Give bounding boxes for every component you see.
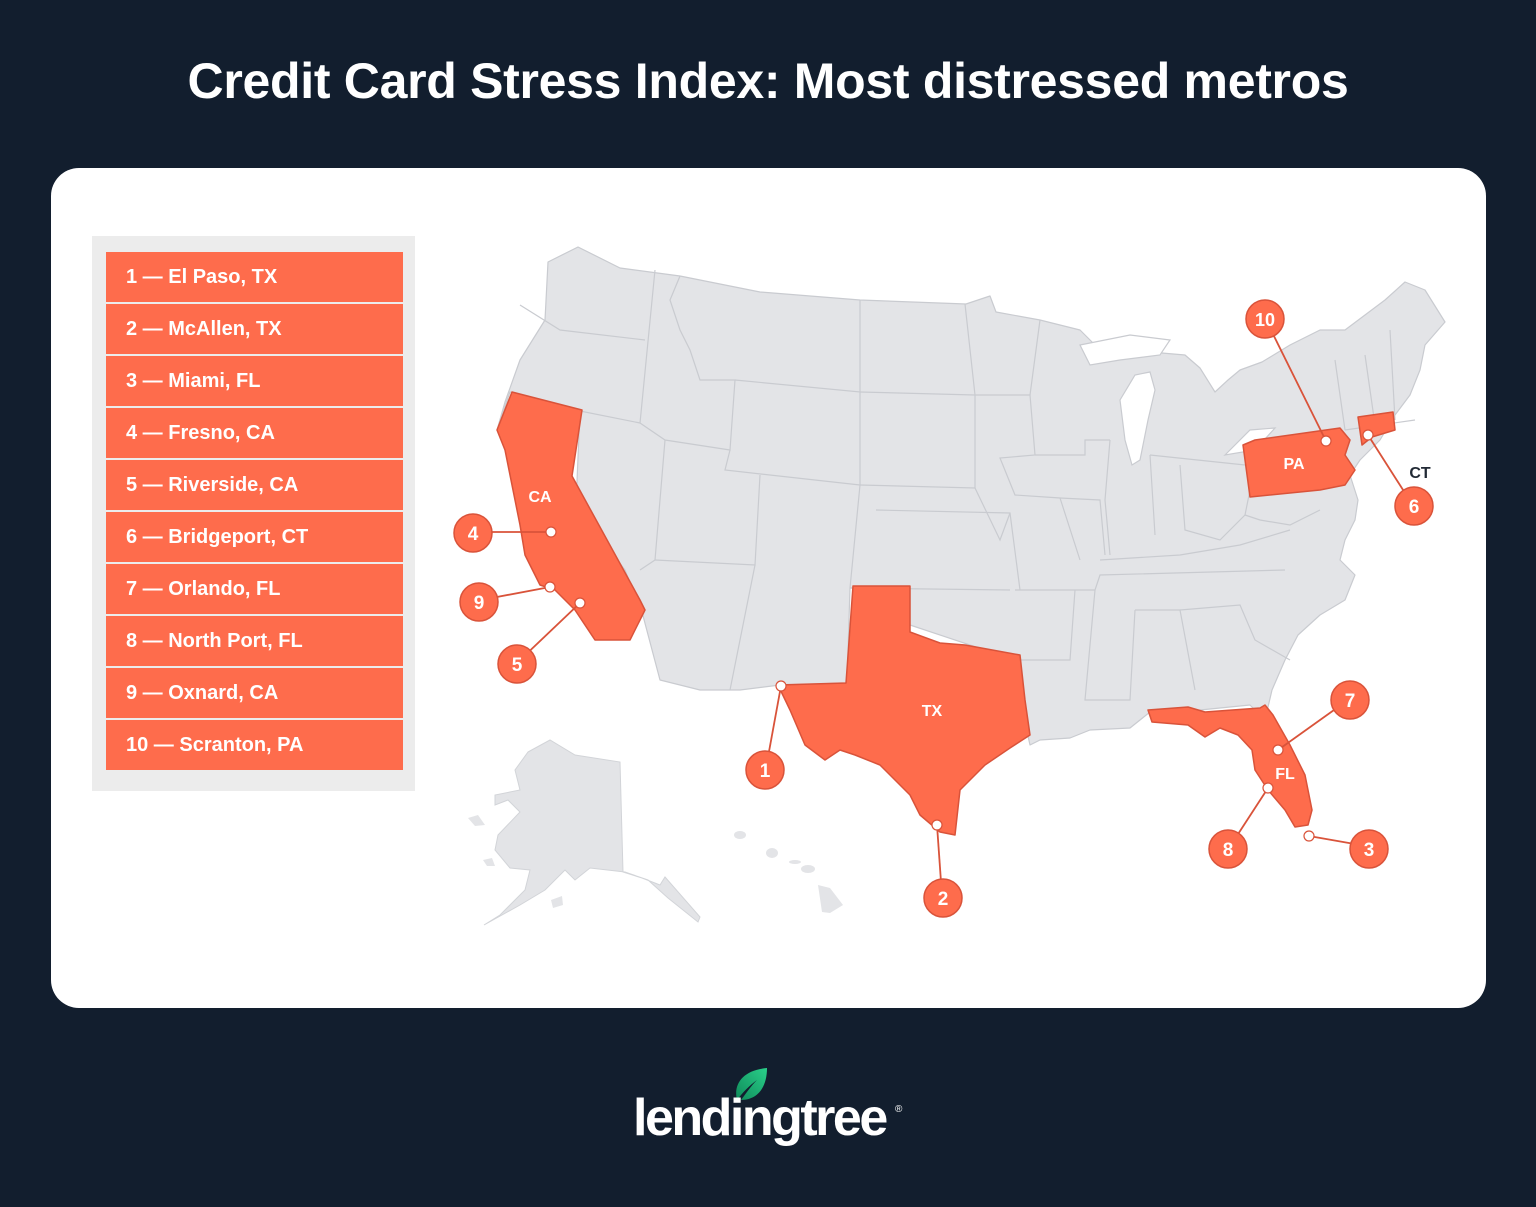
legend-item-2: 2 — McAllen, TX <box>106 304 403 354</box>
legend-item-1: 1 — El Paso, TX <box>106 252 403 302</box>
lake-superior <box>1079 334 1172 366</box>
marker-6[interactable]: 6 <box>1394 486 1434 526</box>
lake-michigan <box>1119 371 1156 466</box>
registered-mark: ® <box>895 1104 903 1115</box>
alaska-island-3 <box>551 896 563 908</box>
svg-text:9: 9 <box>474 593 485 614</box>
state-labels: CA TX FL PA CT <box>528 456 1430 783</box>
label-fl: FL <box>1275 766 1295 783</box>
dot-orlando <box>1272 744 1284 756</box>
alaska-state <box>483 739 701 926</box>
legend-item-9: 9 — Oxnard, CA <box>106 668 403 718</box>
label-tx: TX <box>922 703 943 720</box>
marker-10[interactable]: 10 <box>1245 299 1285 339</box>
legend-item-6: 6 — Bridgeport, CT <box>106 512 403 562</box>
dot-el-paso <box>775 680 787 692</box>
leaf-icon <box>736 1068 767 1100</box>
location-dots <box>544 429 1374 842</box>
logo-wordmark: lendingtree <box>633 1089 888 1147</box>
svg-text:8: 8 <box>1223 840 1234 861</box>
marker-3[interactable]: 3 <box>1349 829 1389 869</box>
legend-item-5: 5 — Riverside, CA <box>106 460 403 510</box>
legend-item-3: 3 — Miami, FL <box>106 356 403 406</box>
marker-5[interactable]: 5 <box>497 644 537 684</box>
marker-8[interactable]: 8 <box>1208 829 1248 869</box>
svg-text:5: 5 <box>512 655 523 676</box>
hawaii-state <box>734 831 843 913</box>
state-texas <box>777 585 1031 836</box>
highlighted-states <box>496 391 1396 836</box>
dot-riverside <box>574 597 586 609</box>
legend-item-8: 8 — North Port, FL <box>106 616 403 666</box>
alaska-island-1 <box>468 815 485 826</box>
svg-text:4: 4 <box>468 524 479 545</box>
marker-2[interactable]: 2 <box>923 878 963 918</box>
marker-4[interactable]: 4 <box>453 513 493 553</box>
lendingtree-logo: lendingtree ® <box>633 1066 913 1156</box>
rank-markers: 1 2 3 4 5 6 7 8 <box>453 299 1434 918</box>
svg-text:7: 7 <box>1345 691 1356 712</box>
svg-text:6: 6 <box>1409 497 1420 518</box>
label-pa: PA <box>1283 456 1304 473</box>
dot-scranton <box>1320 435 1332 447</box>
svg-text:1: 1 <box>760 761 771 782</box>
state-california <box>496 391 646 641</box>
label-ct: CT <box>1409 465 1431 482</box>
dot-mcallen <box>931 819 943 831</box>
svg-text:10: 10 <box>1255 310 1275 330</box>
dot-fresno <box>545 526 557 538</box>
state-florida <box>1147 704 1313 828</box>
marker-7[interactable]: 7 <box>1330 680 1370 720</box>
svg-text:2: 2 <box>938 889 949 910</box>
dot-miami <box>1303 830 1315 842</box>
dot-bridgeport <box>1362 429 1374 441</box>
dot-oxnard <box>544 581 556 593</box>
marker-9[interactable]: 9 <box>459 582 499 622</box>
label-ca: CA <box>528 489 552 506</box>
ranking-legend: 1 — El Paso, TX 2 — McAllen, TX 3 — Miam… <box>92 236 415 791</box>
alaska-island-2 <box>483 858 495 866</box>
svg-text:3: 3 <box>1364 840 1375 861</box>
legend-item-4: 4 — Fresno, CA <box>106 408 403 458</box>
legend-item-10: 10 — Scranton, PA <box>106 720 403 770</box>
marker-1[interactable]: 1 <box>745 750 785 790</box>
legend-list: 1 — El Paso, TX 2 — McAllen, TX 3 — Miam… <box>106 252 403 772</box>
page-title: Credit Card Stress Index: Most distresse… <box>187 53 1349 109</box>
dot-north-port <box>1262 782 1274 794</box>
legend-item-7: 7 — Orlando, FL <box>106 564 403 614</box>
